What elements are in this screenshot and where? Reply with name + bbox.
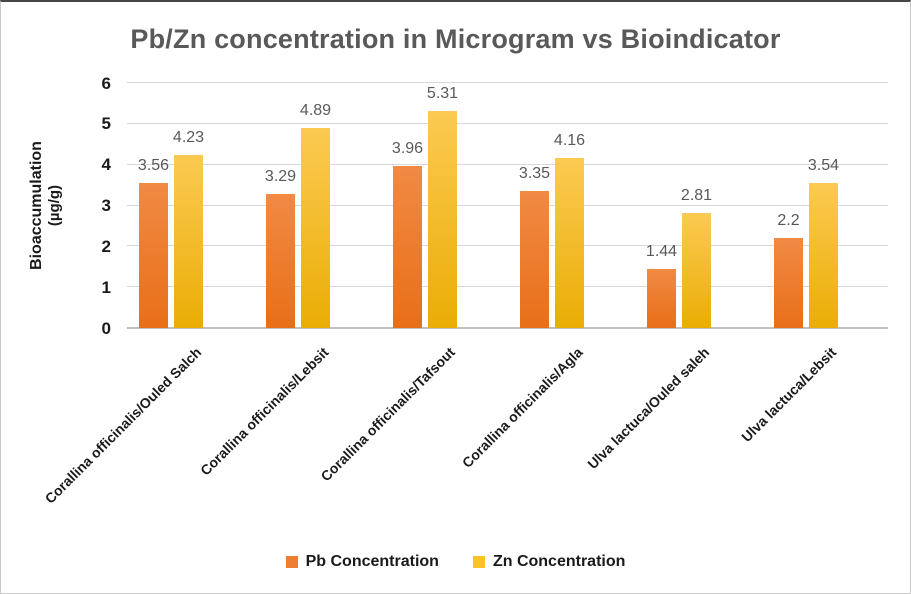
bar-value-label: 5.31	[426, 85, 459, 103]
bar-group-ulva-lactuca-ouled-saleh: 1.44 2.81	[646, 187, 712, 328]
gridline-y-2	[127, 245, 888, 247]
bar-pb-concentration-2: 3.29	[265, 168, 296, 328]
plot-area: 3.56 4.23 3.29 4.89 3.96 5.31 3.35 4.16 1.44 2.81…	[127, 82, 888, 329]
legend-swatch-icon	[472, 556, 485, 568]
y-tick-label-6: 6	[101, 73, 111, 93]
bar-pb-concentration-6: 2.2	[774, 212, 803, 328]
x-axis-category-labels: Corallina officinalis/Ouled Salch Coralli…	[1, 328, 910, 553]
bar-value-label: 3.96	[391, 140, 424, 158]
gridline-y-5	[127, 122, 888, 124]
y-tick-label-1: 1	[101, 277, 111, 297]
bar-value-label: 4.23	[172, 129, 205, 147]
legend: Pb Concentration Zn Concentration	[1, 553, 910, 571]
bar-value-label: 4.16	[553, 132, 586, 150]
bar-zn-concentration-1: 4.23	[173, 129, 204, 328]
category-label-corallina-officinalis-agla: Corallina officinalis/Agla	[458, 344, 586, 471]
bar-group-corallina-officinalis-tafsout: 3.96 5.31	[392, 85, 458, 328]
bar-zn-concentration-4: 4.16	[554, 132, 585, 328]
x-axis-line	[127, 327, 888, 329]
bar-value-label: 4.89	[299, 102, 332, 120]
legend-item-zn-concentration: Zn Concentration	[472, 553, 626, 571]
y-tick-label-0: 0	[101, 318, 111, 338]
bar-value-label: 3.56	[137, 156, 170, 174]
bar-zn-concentration-5: 2.81	[681, 187, 712, 328]
y-tick-label-3: 3	[101, 196, 111, 215]
bar-group-corallina-officinalis-lebsit: 3.29 4.89	[265, 102, 331, 328]
legend-label: Zn Concentration	[492, 553, 626, 570]
bar-value-label: 3.35	[518, 165, 551, 183]
gridline-y-4	[127, 163, 888, 165]
legend-item-pb-concentration: Pb Concentration	[285, 553, 439, 571]
bar-value-label: 1.44	[645, 243, 678, 261]
bar-group-corallina-officinalis-agla: 3.35 4.16	[519, 132, 585, 328]
bar-value-label: 2.81	[680, 187, 713, 205]
chart-title: Pb/Zn concentration in Microgram vs Bioi…	[130, 24, 781, 54]
bar-pb-concentration-1: 3.56	[138, 157, 169, 328]
bar-value-label: 3.29	[264, 167, 297, 185]
bar-zn-concentration-3: 5.31	[427, 85, 458, 328]
gridline-y-1	[127, 286, 888, 288]
bar-pb-concentration-5: 1.44	[646, 243, 677, 328]
bar-pb-concentration-3: 3.96	[392, 140, 423, 328]
category-label-corallina-officinalis-lebsit: Corallina officinalis/Lebsit	[196, 344, 332, 479]
y-tick-label-2: 2	[101, 236, 111, 256]
gridline-y-6	[127, 82, 888, 83]
bar-group-ulva-lactuca-lebsit: 2.2 3.54	[774, 157, 839, 328]
y-tick-label-5: 5	[101, 114, 111, 134]
bar-zn-concentration-2: 4.89	[300, 102, 331, 328]
gridline-y-3	[127, 204, 888, 206]
legend-label: Pb Concentration	[305, 553, 439, 570]
legend-swatch-icon	[285, 556, 298, 568]
category-label-ulva-lactuca-ouled-saleh: Ulva lactuca/Ouled saleh	[584, 344, 713, 472]
category-label-ulva-lactuca-lebsit: Ulva lactuca/Lebsit	[738, 344, 840, 445]
bar-value-label: 2.2	[777, 212, 800, 230]
category-label-corallina-officinalis-ouled-salch: Corallina officinalis/Ouled Salch	[41, 344, 205, 507]
bar-value-label: 3.54	[807, 157, 840, 175]
category-label-corallina-officinalis-tafsout: Corallina officinalis/Tafsout	[317, 344, 459, 485]
y-tick-label-4: 4	[101, 155, 111, 175]
bar-group-corallina-officinalis-ouled-salch: 3.56 4.23	[138, 129, 204, 328]
bar-pb-concentration-4: 3.35	[519, 165, 550, 328]
bar-zn-concentration-6: 3.54	[808, 157, 839, 328]
